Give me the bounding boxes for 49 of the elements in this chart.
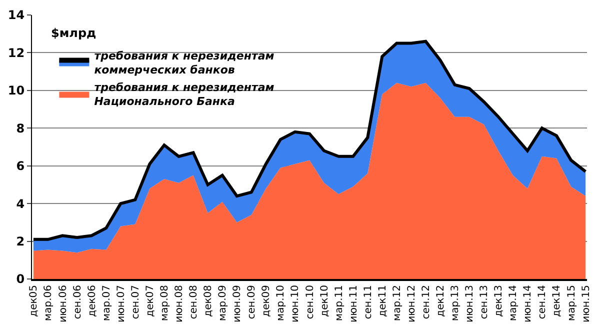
x-tick-label: мар.06 — [43, 285, 54, 321]
y-tick-label: 10 — [8, 84, 25, 98]
x-tick-label: дек07 — [144, 285, 156, 317]
x-tick-label: июн.09 — [232, 285, 244, 322]
x-tick-label: сен.14 — [537, 285, 548, 320]
x-tick-label: мар.13 — [450, 285, 462, 321]
x-tick-label: дек12 — [436, 285, 447, 317]
x-tick-label: июн.13 — [464, 285, 476, 322]
x-tick-label: сен.09 — [246, 285, 258, 320]
x-tick-label: дек06 — [86, 285, 98, 317]
y-tick-label: 14 — [8, 8, 25, 22]
x-tick-label: июн.15 — [580, 285, 592, 322]
x-tick-label: сен.11 — [362, 285, 374, 320]
x-tick-label: мар.07 — [101, 285, 112, 321]
y-tick-label: 12 — [8, 46, 25, 60]
x-tick-label: дек05 — [28, 285, 40, 317]
x-tick-label: дек13 — [494, 285, 505, 317]
x-tick-label: сен.12 — [420, 285, 432, 320]
y-tick-label: 8 — [16, 121, 25, 136]
x-tick-label: дек11 — [377, 285, 388, 317]
x-tick-label: дек09 — [261, 285, 272, 317]
x-tick-label: сен.06 — [72, 285, 84, 320]
x-tick-label: мар.12 — [392, 285, 403, 321]
x-tick-label: июн.06 — [58, 285, 69, 322]
x-tick-label: мар.14 — [508, 285, 520, 321]
y-axis-title: $млрд — [51, 26, 97, 40]
y-tick-label: 2 — [16, 234, 25, 248]
y-tick-label: 6 — [16, 159, 25, 174]
x-tick-label: дек14 — [552, 285, 563, 317]
x-tick-label: мар.08 — [159, 285, 170, 321]
x-tick-label: июн.10 — [290, 285, 302, 322]
x-tick-label: дек10 — [319, 285, 330, 317]
x-tick-label: июн.11 — [348, 285, 360, 322]
x-tick-label: сен.13 — [479, 285, 490, 320]
x-tick-label: мар.09 — [218, 285, 229, 321]
x-tick-label: июн.07 — [116, 285, 127, 322]
x-tick-label: сен.10 — [304, 285, 316, 320]
x-tick-label: июн.12 — [406, 285, 418, 322]
y-tick-label: 4 — [16, 196, 25, 211]
x-tick-label: мар.10 — [276, 285, 287, 321]
x-tick-label: сен.07 — [130, 285, 142, 320]
x-tick-label: дек08 — [203, 285, 214, 317]
y-tick-label: 0 — [16, 272, 25, 286]
x-tick-label: мар.11 — [334, 285, 345, 321]
legend-label: требования к нерезидентам Национального Банка — [94, 80, 274, 108]
x-tick-label: июн.08 — [174, 285, 185, 322]
x-tick-label: июн.14 — [522, 285, 534, 322]
x-tick-label: мар.15 — [566, 285, 578, 321]
x-tick-label: сен.08 — [188, 285, 200, 320]
